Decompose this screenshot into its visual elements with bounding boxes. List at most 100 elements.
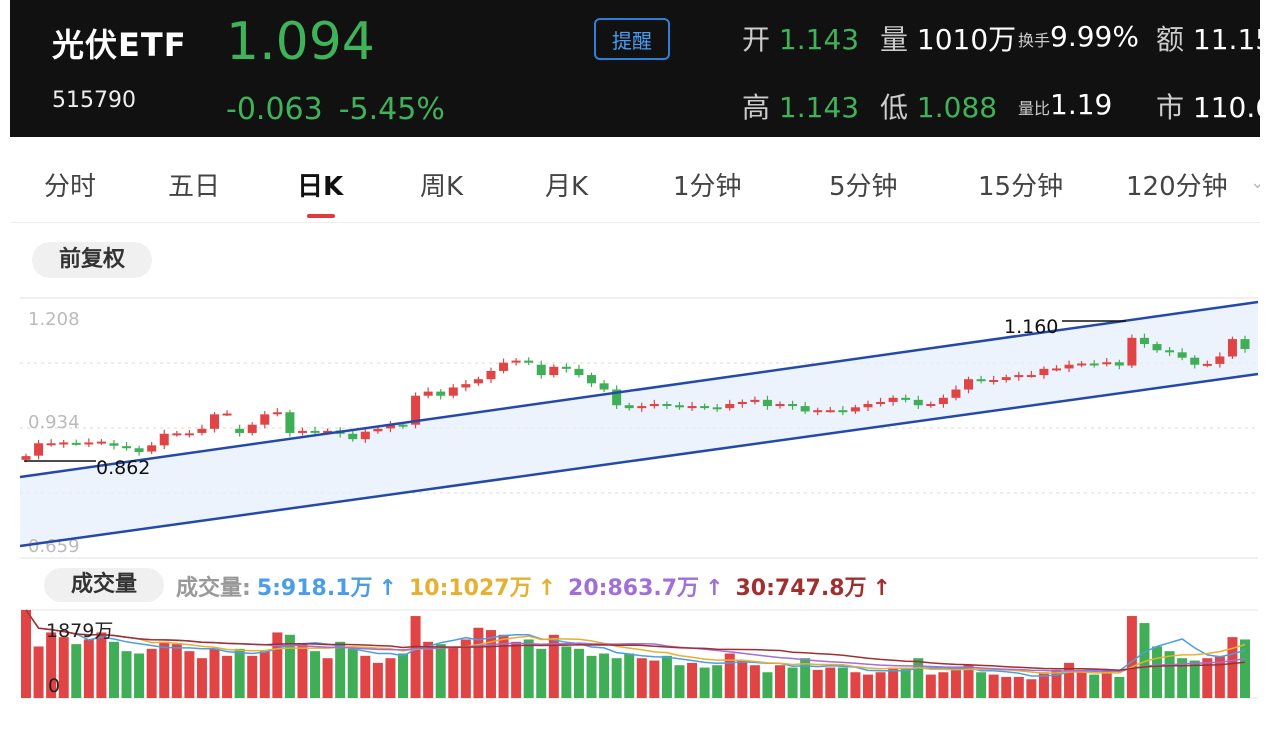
volume-bar <box>196 658 207 698</box>
volume-bar <box>649 660 660 698</box>
candle-body <box>1051 368 1061 371</box>
tab-15min[interactable]: 15分钟 <box>978 172 1064 202</box>
volume-bar <box>310 651 321 698</box>
tab-1min[interactable]: 1分钟 <box>673 172 742 202</box>
candle-body <box>272 412 282 415</box>
candle-body <box>813 410 823 413</box>
volume-bar <box>322 658 333 698</box>
candle-body <box>712 407 722 410</box>
candle-body <box>21 456 31 460</box>
volume-bar <box>900 667 911 698</box>
volume-bar <box>523 639 534 698</box>
tab-weekly-k[interactable]: 周K <box>420 172 464 202</box>
volume-bar <box>184 651 195 698</box>
stat-low: 低 1.088 <box>880 91 998 124</box>
candle-body <box>1089 363 1099 366</box>
volume-bar <box>1126 616 1137 698</box>
volume-bar <box>511 641 522 698</box>
candle-body <box>348 433 358 440</box>
volume-bar <box>1076 669 1087 698</box>
tab-five-day[interactable]: 五日 <box>168 172 221 202</box>
tab-120min[interactable]: 120分钟 <box>1126 172 1228 202</box>
candle-body <box>134 448 144 452</box>
tab-monthly-k[interactable]: 月K <box>545 172 589 202</box>
volume-bar <box>222 655 233 698</box>
candle-body <box>159 433 169 446</box>
remind-button[interactable]: 提醒 <box>594 18 670 60</box>
candle-body <box>662 404 672 407</box>
ma10-legend: 10:1027万 ↑ <box>408 576 557 601</box>
volume-bar <box>1089 674 1100 698</box>
y-tick-label: 1.208 <box>28 309 80 330</box>
fund-code: 515790 <box>52 88 136 113</box>
change-amount: -0.063 <box>226 92 323 127</box>
volume-bar <box>1038 672 1049 698</box>
candle-body <box>838 410 848 413</box>
candle-body <box>876 401 886 405</box>
candle-body <box>197 428 207 433</box>
candle-body <box>1227 339 1237 357</box>
volume-bar <box>1189 660 1200 698</box>
candle-body <box>938 397 948 405</box>
candle-body <box>511 360 521 363</box>
candle-body <box>1077 363 1087 366</box>
ma5-legend: 5:918.1万 ↑ <box>256 576 397 601</box>
active-tab-indicator <box>307 214 335 218</box>
volume-bar <box>71 644 82 698</box>
candle-body <box>989 380 999 383</box>
candle-body <box>1190 357 1200 365</box>
volume-bar <box>950 669 961 698</box>
volume-bar <box>448 646 459 698</box>
volume-bar <box>636 658 647 698</box>
volume-bar <box>712 665 723 698</box>
volume-bar <box>360 655 371 698</box>
volume-title[interactable]: 成交量 <box>44 568 164 602</box>
volume-bar <box>724 653 735 698</box>
volume-bar <box>749 665 760 698</box>
volume-legend: 成交量: 5:918.1万 ↑ 10:1027万 ↑ 20:863.7万 ↑ 30:747.8… <box>176 570 903 602</box>
candle-body <box>964 379 974 390</box>
y-tick-label: 0.659 <box>28 536 80 557</box>
candle-body <box>147 445 157 452</box>
volume-bar <box>1051 669 1062 698</box>
right-edge <box>1260 0 1280 731</box>
candle-body <box>499 362 509 371</box>
volume-bar <box>624 653 635 698</box>
candle-body <box>184 433 194 436</box>
volume-bar <box>234 648 245 698</box>
volume-bar <box>611 658 622 698</box>
volume-bar <box>800 658 811 698</box>
volume-bar <box>209 648 220 698</box>
candle-body <box>96 441 106 444</box>
candle-body <box>913 399 923 406</box>
adjust-button[interactable]: 前复权 <box>32 242 152 278</box>
volume-bar <box>988 674 999 698</box>
candle-body <box>1039 368 1049 376</box>
tab-intraday[interactable]: 分时 <box>44 172 97 202</box>
volume-bar <box>925 674 936 698</box>
candle-body <box>373 428 383 432</box>
candle-body <box>888 397 898 402</box>
candle-body <box>1165 350 1175 353</box>
candle-body <box>536 364 546 376</box>
candle-body <box>737 401 747 405</box>
candle-body <box>674 405 684 408</box>
candle-body <box>825 410 835 413</box>
candle-body <box>775 404 785 407</box>
candle-body <box>1202 363 1212 366</box>
volume-bar <box>96 632 107 698</box>
fund-name: 光伏ETF <box>52 26 187 64</box>
candle-body <box>1001 377 1011 381</box>
volume-bar <box>963 665 974 698</box>
tab-5min[interactable]: 5分钟 <box>829 172 898 202</box>
candle-body <box>700 406 710 409</box>
volume-bar <box>1139 623 1150 698</box>
volume-bar <box>812 669 823 698</box>
volume-bar <box>674 665 685 698</box>
candle-body <box>524 360 534 363</box>
volume-bar <box>775 665 786 698</box>
candle-body <box>285 412 295 433</box>
volume-bar <box>498 634 509 698</box>
volume-bar <box>485 630 496 698</box>
tab-daily-k[interactable]: 日K <box>297 172 344 202</box>
